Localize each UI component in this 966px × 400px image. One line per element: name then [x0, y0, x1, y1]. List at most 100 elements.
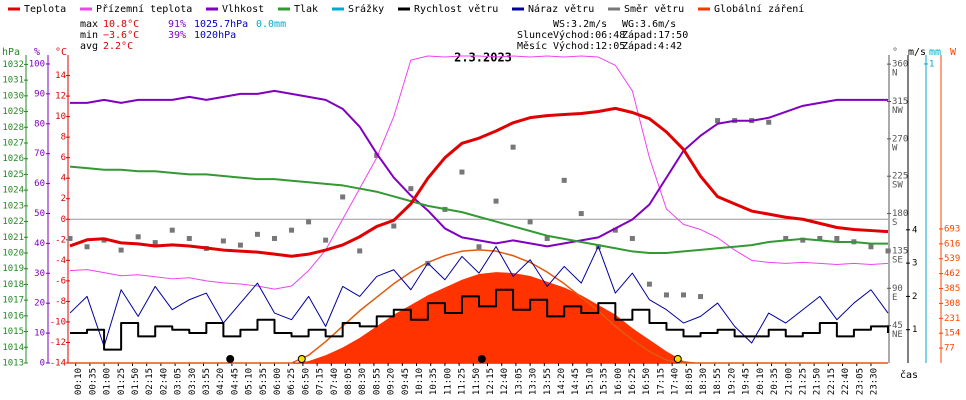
y-tick-label: 539 [944, 254, 960, 264]
stat-value: −3.6°C [103, 30, 139, 41]
x-tick-label: 01:25 [117, 368, 127, 395]
x-tick-label: 22:40 [841, 368, 851, 395]
y-tick-label: 1024 [2, 186, 24, 196]
x-tick-label: 22:15 [827, 368, 837, 395]
y-tick-label: -6 [55, 276, 66, 286]
y-tick-label: 90 [34, 89, 45, 99]
wind-stat: WG:3.6m/s [622, 19, 676, 30]
y-tick-label: -2 [55, 235, 66, 245]
direction-point [510, 144, 516, 150]
x-tick-label: 20:10 [756, 368, 766, 395]
y-tick-label: 45 [892, 321, 903, 331]
y-tick-label: 1030 [2, 91, 24, 101]
y-tick-label: 2 [61, 194, 66, 204]
axis-title: W [950, 47, 957, 58]
y-tick-label: 10 [34, 329, 45, 339]
sun-set: Západ:17:50 [622, 29, 688, 41]
x-tick-label: 09:45 [401, 368, 411, 395]
y-tick-label: 0 [40, 359, 45, 369]
x-tick-label: 14:45 [571, 368, 581, 395]
moon-label: Měsíc [517, 40, 547, 52]
x-tick-label: 15:35 [600, 368, 610, 395]
x-tick-label: 00:10 [74, 368, 84, 395]
x-tick-label: 13:30 [529, 368, 539, 395]
series-line [69, 55, 889, 290]
x-tick-label: 06:25 [287, 368, 297, 395]
direction-point [254, 231, 260, 237]
sun-rise: Východ:06:48 [553, 29, 625, 41]
y-tick-label: 1014 [2, 343, 24, 353]
x-tick-label: 00:35 [88, 368, 98, 395]
y-tick-label: 2 [912, 292, 917, 302]
stat-value: 1025.7hPa [194, 19, 248, 30]
legend-label: Srážky [348, 3, 384, 15]
y-tick-label: 12 [55, 92, 66, 102]
direction-point [237, 242, 243, 248]
direction-point [578, 211, 584, 217]
x-tick-label: 03:55 [202, 368, 212, 395]
series-line [69, 165, 888, 254]
y-tick-label: 1021 [2, 233, 24, 243]
direction-point [493, 198, 499, 204]
y-tick-label: -8 [55, 297, 66, 307]
sun-label: Slunce [517, 30, 553, 41]
y-tick-label: 1028 [2, 123, 24, 133]
stat-label: max [80, 19, 98, 30]
direction-point [323, 237, 329, 243]
series-line [69, 106, 889, 258]
y-tick-label: 8 [61, 133, 66, 143]
x-tick-label: 02:40 [159, 368, 169, 395]
y-tick-label: 616 [944, 239, 960, 249]
y-tick-label: 90 [892, 284, 903, 294]
x-tick-label: 08:05 [344, 368, 354, 395]
compass-label: S [892, 218, 897, 228]
moon-set: Západ:4:42 [622, 40, 682, 52]
x-tick-label: 17:40 [671, 368, 681, 395]
x-tick-label: 15:10 [585, 368, 595, 395]
axis-title: ° [892, 47, 898, 58]
y-tick-label: 1019 [2, 264, 24, 274]
direction-point [84, 244, 90, 250]
x-axis-label: čas [900, 369, 918, 381]
direction-point [459, 169, 465, 175]
compass-label: NW [892, 106, 903, 116]
series-line [70, 288, 889, 351]
x-tick-label: 13:05 [514, 368, 524, 395]
compass-label: SW [892, 181, 903, 191]
y-tick-label: 360 [892, 60, 908, 70]
moon-set-time: 4:42 [658, 41, 682, 52]
y-tick-label: 315 [892, 97, 908, 107]
direction-point [391, 223, 397, 229]
axis-title: hPa [2, 47, 20, 58]
legend-label: Náraz větru [528, 3, 594, 15]
direction-point [834, 235, 840, 241]
direction-point [152, 240, 158, 246]
y-tick-label: 70 [34, 149, 45, 159]
y-tick-label: 1022 [2, 217, 24, 227]
series-line [70, 89, 888, 248]
legend-label: Rychlost větru [414, 3, 498, 15]
y-tick-label: 100 [29, 59, 45, 69]
legend-label: Vlhkost [222, 4, 264, 15]
y-tick-label: 1015 [2, 327, 24, 337]
y-tick-label: 40 [34, 239, 45, 249]
direction-point [766, 119, 772, 125]
direction-point [663, 292, 669, 298]
direction-point [357, 248, 363, 254]
axis-title: m/s [908, 47, 926, 58]
x-tick-label: 21:25 [798, 368, 808, 395]
x-tick-label: 19:20 [727, 368, 737, 395]
x-tick-label: 03:05 [174, 368, 184, 395]
compass-label: E [892, 293, 897, 303]
sun-rise-marker [297, 355, 306, 363]
x-tick-label: 04:45 [230, 368, 240, 395]
x-tick-label: 08:30 [358, 368, 368, 395]
legend-label: Globální záření [714, 3, 804, 15]
compass-label: SE [892, 255, 903, 265]
x-tick-label: 01:00 [103, 368, 113, 395]
x-tick-label: 12:15 [486, 368, 496, 395]
wind-stat: WS:3.2m/s [553, 19, 607, 30]
y-tick-label: 14 [55, 71, 66, 81]
direction-point [783, 235, 789, 241]
